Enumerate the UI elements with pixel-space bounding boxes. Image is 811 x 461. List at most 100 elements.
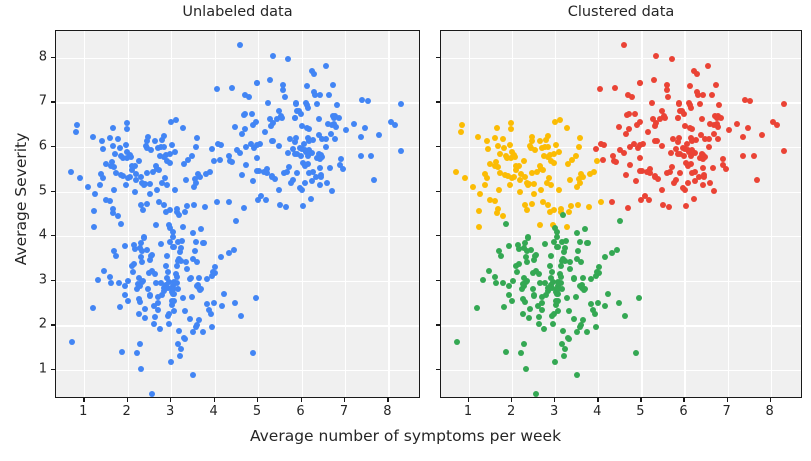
data-point: [740, 152, 747, 159]
data-point: [207, 168, 214, 175]
x-tick-mark: [213, 398, 215, 402]
data-point: [187, 316, 194, 323]
y-tick-label: 3: [38, 272, 47, 288]
data-point: [115, 279, 122, 286]
data-point: [556, 271, 563, 278]
data-point: [522, 365, 529, 372]
data-point: [144, 138, 151, 145]
y-tick-label: 1: [38, 361, 47, 377]
data-point: [508, 125, 515, 132]
data-point: [193, 258, 200, 265]
data-point: [521, 239, 528, 246]
grid-line-vertical: [388, 31, 390, 397]
data-point: [580, 173, 587, 180]
data-point: [575, 175, 582, 182]
grid-line-vertical: [171, 31, 173, 397]
data-point: [91, 224, 98, 231]
data-point: [750, 153, 757, 160]
panel-unlabeled: Unlabeled data: [55, 4, 420, 398]
grid-line-horizontal: [441, 325, 801, 327]
data-point: [574, 202, 581, 209]
data-point: [357, 152, 364, 159]
data-point: [525, 315, 532, 322]
data-point: [176, 248, 183, 255]
data-point: [124, 149, 131, 156]
data-point: [85, 184, 92, 191]
data-point: [77, 175, 84, 182]
data-point: [688, 137, 695, 144]
data-point: [684, 141, 691, 148]
data-point: [134, 286, 141, 293]
data-point: [675, 138, 682, 145]
data-point: [167, 151, 174, 158]
data-point: [695, 92, 702, 99]
data-point: [263, 170, 270, 177]
data-point: [159, 136, 166, 143]
data-point: [658, 143, 665, 150]
data-point: [609, 153, 616, 160]
data-point: [680, 110, 687, 117]
data-point: [300, 203, 307, 210]
x-axis-label: Average number of symptoms per week: [249, 427, 562, 445]
data-point: [508, 149, 515, 156]
data-point: [716, 102, 723, 109]
data-point: [626, 162, 633, 169]
data-point: [170, 307, 177, 314]
data-point: [484, 137, 491, 144]
data-point: [231, 124, 238, 131]
grid-line-vertical: [214, 31, 216, 397]
data-point: [175, 340, 182, 347]
data-point: [312, 92, 319, 99]
grid-line-horizontal: [56, 57, 419, 59]
data-point: [587, 301, 594, 308]
data-point: [689, 126, 696, 132]
data-point: [188, 293, 195, 300]
data-point: [592, 323, 599, 330]
data-point: [769, 118, 776, 125]
data-point: [139, 207, 146, 214]
data-point: [584, 239, 591, 246]
data-point: [116, 303, 123, 310]
data-point: [626, 143, 633, 150]
data-point: [610, 157, 617, 164]
data-point: [99, 175, 106, 182]
data-point: [192, 323, 199, 330]
data-point: [173, 116, 180, 123]
data-point: [535, 302, 542, 309]
data-point: [155, 300, 162, 307]
data-point: [257, 140, 264, 147]
data-point: [520, 311, 527, 318]
data-point: [133, 170, 140, 177]
data-point: [520, 275, 527, 282]
data-point: [645, 129, 652, 136]
data-point: [183, 265, 190, 272]
data-point: [549, 285, 556, 292]
x-tick-label: 4: [593, 404, 602, 419]
data-point: [563, 125, 570, 132]
data-point: [115, 213, 122, 220]
data-point: [492, 273, 499, 280]
data-point: [107, 198, 114, 205]
data-point: [162, 263, 169, 270]
data-point: [639, 167, 646, 174]
data-point: [622, 171, 629, 178]
data-point: [502, 220, 509, 227]
grid-line-horizontal: [56, 191, 419, 193]
data-point: [528, 138, 535, 145]
data-point: [153, 186, 160, 193]
data-point: [212, 263, 219, 270]
data-point: [476, 190, 483, 197]
data-point: [522, 173, 529, 180]
data-point: [182, 258, 189, 265]
data-point: [238, 313, 245, 320]
data-point: [291, 151, 298, 158]
data-point: [293, 170, 300, 177]
data-point: [526, 305, 533, 312]
data-point: [459, 122, 466, 128]
data-point: [495, 248, 502, 255]
data-point: [588, 276, 595, 283]
data-point: [261, 169, 268, 176]
data-point: [664, 93, 671, 100]
data-point: [706, 144, 713, 151]
data-point: [500, 279, 507, 286]
